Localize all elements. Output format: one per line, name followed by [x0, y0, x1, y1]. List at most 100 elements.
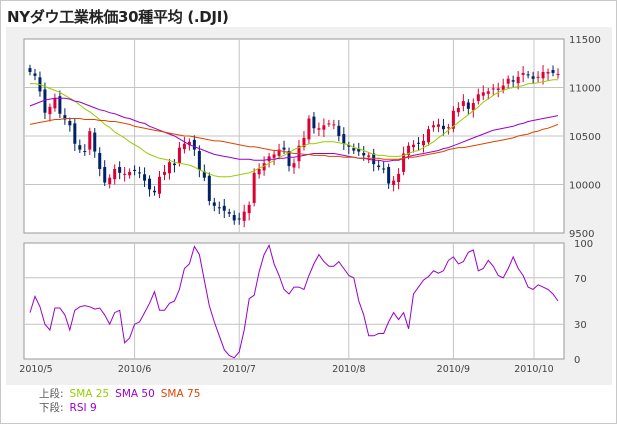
- candle-body: [153, 190, 157, 193]
- candle-body: [58, 96, 62, 114]
- rsi-tick-label: 30: [574, 320, 587, 331]
- candle-body: [73, 123, 77, 144]
- candle-body: [317, 128, 321, 130]
- candle-body: [247, 204, 251, 214]
- candle-body: [332, 124, 336, 126]
- candle-body: [551, 70, 555, 73]
- candle-body: [158, 176, 162, 194]
- candle-body: [28, 68, 32, 72]
- price-tick-label: 11000: [569, 84, 601, 95]
- candle-body: [456, 107, 460, 113]
- candle-body: [506, 78, 510, 84]
- candle-body: [113, 168, 117, 180]
- candle-body: [207, 175, 211, 201]
- candle-body: [486, 91, 490, 94]
- candle-body: [98, 152, 102, 169]
- x-tick-label: 2010/7: [222, 364, 255, 375]
- rsi-tick-label: 0: [574, 355, 580, 366]
- x-tick-label: 2010/8: [332, 364, 365, 375]
- sma-line: [29, 118, 559, 160]
- chart-title: NYダウ工業株価30種平均 (.DJI): [7, 8, 229, 26]
- candle-body: [407, 145, 411, 155]
- candle-body: [118, 167, 122, 173]
- candle-body: [531, 76, 535, 79]
- candle-body: [362, 152, 366, 156]
- candle-body: [347, 145, 351, 147]
- candle-body: [93, 132, 97, 152]
- candle-body: [481, 92, 485, 96]
- candle-body: [167, 162, 171, 174]
- candle-body: [103, 167, 107, 183]
- candle-body: [108, 177, 112, 185]
- candle-body: [466, 102, 470, 109]
- x-tick-label: 2010/6: [118, 364, 151, 375]
- candle-body: [302, 137, 306, 148]
- candle-body: [426, 129, 430, 143]
- legend-lower: 下段: RSI 9: [39, 401, 206, 415]
- candle-body: [357, 148, 361, 152]
- candle-body: [197, 151, 201, 170]
- candle-body: [422, 140, 426, 146]
- legend-sma75: SMA 75: [160, 388, 201, 400]
- candle-body: [546, 71, 550, 74]
- x-tick-label: 2010/9: [437, 364, 470, 375]
- candle-body: [352, 148, 356, 151]
- candle-body: [392, 180, 396, 185]
- chart-svg: 9500 10000 10500 11000 11500 0 30 70 100 2010/5 20…: [19, 35, 601, 375]
- candle-body: [382, 168, 386, 170]
- legend: 上段: SMA 25 SMA 50 SMA 75 下段: RSI 9: [39, 387, 206, 415]
- candle-body: [143, 174, 147, 181]
- candle-body: [501, 85, 505, 90]
- candle-body: [262, 163, 266, 171]
- candle-body: [446, 127, 450, 129]
- candle-body: [322, 125, 326, 130]
- candle-body: [202, 171, 206, 178]
- candle-body: [217, 207, 221, 209]
- candle-body: [536, 76, 540, 78]
- candle-body: [192, 139, 196, 150]
- candle-body: [182, 143, 186, 150]
- legend-sma50: SMA 50: [115, 388, 155, 400]
- price-tick-label: 10500: [569, 132, 601, 143]
- candle-body: [227, 212, 231, 214]
- candle-body: [412, 144, 416, 148]
- rsi-line: [29, 243, 559, 359]
- candle-body: [128, 171, 132, 176]
- candle-body: [282, 147, 286, 150]
- candle-body: [496, 88, 500, 90]
- candle-body: [461, 101, 465, 106]
- chart-area: 9500 10000 10500 11000 11500 0 30 70 100 2010/5 20…: [6, 27, 612, 385]
- candle-body: [307, 118, 311, 140]
- candle-body: [327, 123, 331, 125]
- candle-body: [187, 141, 191, 146]
- candle-body: [287, 151, 291, 167]
- x-tick-label: 2010/5: [19, 364, 52, 375]
- candle-body: [556, 73, 560, 75]
- candle-body: [148, 178, 152, 190]
- candle-body: [53, 98, 57, 109]
- candle-body: [342, 134, 346, 144]
- candle-body: [162, 171, 166, 175]
- rsi-plot-bg: [23, 242, 565, 360]
- candle-body: [83, 151, 87, 153]
- legend-rsi9: RSI 9: [69, 402, 97, 414]
- candle-body: [476, 94, 480, 102]
- candle-body: [436, 124, 440, 127]
- candle-body: [491, 88, 495, 90]
- candle-body: [33, 73, 37, 76]
- candle-body: [397, 173, 401, 183]
- candle-body: [177, 147, 181, 164]
- candle-body: [123, 173, 127, 175]
- candle-body: [78, 145, 82, 150]
- candle-body: [232, 215, 236, 221]
- candle-body: [63, 115, 67, 120]
- sma-line: [30, 79, 558, 178]
- candle-body: [526, 74, 530, 76]
- legend-upper-label: 上段:: [39, 388, 64, 400]
- price-tick-label: 10000: [569, 181, 601, 192]
- x-tick-label: 2010/10: [514, 364, 553, 375]
- candle-body: [471, 103, 475, 111]
- candle-body: [172, 163, 176, 166]
- candle-body: [521, 72, 525, 75]
- candle-body: [252, 172, 256, 203]
